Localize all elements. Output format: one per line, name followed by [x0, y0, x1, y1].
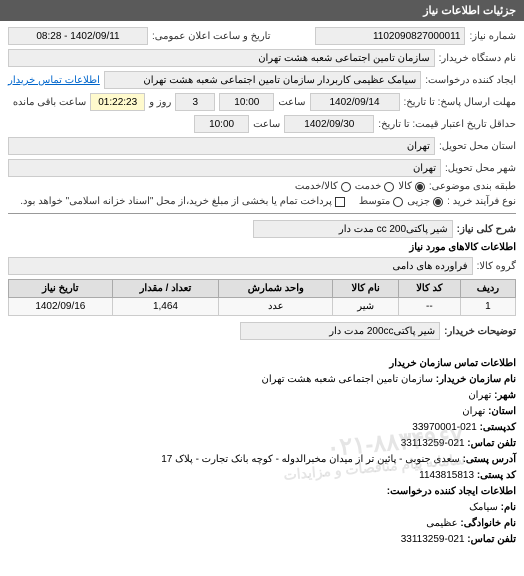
category-label: طبقه بندی موضوعی: — [429, 181, 516, 192]
need-number-input[interactable] — [315, 27, 465, 45]
radio-partial-group[interactable]: جزیی — [407, 196, 443, 207]
org-label: نام سازمان خریدار: — [436, 374, 516, 385]
radio-medium-group[interactable]: متوسط — [359, 196, 403, 207]
remaining-days-input[interactable] — [175, 93, 215, 111]
table-header-row: ردیف کد کالا نام کالا واحد شمارش تعداد /… — [9, 280, 516, 298]
buyer-notes-input[interactable] — [240, 322, 440, 340]
city-value: تهران — [468, 390, 491, 401]
td-name: شیر — [333, 298, 398, 316]
radio-service-label: خدمت — [355, 181, 382, 192]
province-label: استان: — [488, 406, 516, 417]
requester-input[interactable] — [104, 71, 421, 89]
radio-goods-service-group[interactable]: کالا/خدمت — [295, 181, 351, 192]
contact-section: اطلاعات تماس سازمان خریدار نام سازمان خر… — [0, 350, 524, 554]
td-code: -- — [398, 298, 460, 316]
td-row: 1 — [460, 298, 515, 316]
th-row: ردیف — [460, 280, 515, 298]
time-label-1: ساعت — [278, 97, 305, 108]
checkbox-icon — [335, 197, 345, 207]
delivery-province-input[interactable] — [8, 137, 435, 155]
th-unit: واحد شمارش — [219, 280, 333, 298]
province-value: تهران — [462, 406, 485, 417]
phone-label: تلفن تماس: — [467, 438, 516, 449]
surname-label: نام خانوادگی: — [460, 518, 516, 529]
form-area: شماره نیاز: تاریخ و ساعت اعلان عمومی: نا… — [0, 21, 524, 350]
time-label-2: ساعت — [253, 119, 280, 130]
announce-label: تاریخ و ساعت اعلان عمومی: — [152, 31, 271, 42]
address-value: سعدی جنوبی - پائین تر از میدان مخبرالدول… — [161, 454, 460, 465]
contact-section1-title: اطلاعات تماس سازمان خریدار — [8, 356, 516, 372]
surname-value: عظیمی — [426, 518, 457, 529]
buyer-contact-link[interactable]: اطلاعات تماس خریدار — [8, 75, 100, 86]
postcode-label: کد پستی: — [477, 470, 516, 481]
need-number-label: شماره نیاز: — [469, 31, 516, 42]
radio-icon — [415, 182, 425, 192]
desc-input[interactable] — [253, 220, 453, 238]
radio-icon — [384, 182, 394, 192]
phone2-label: تلفن تماس: — [467, 534, 516, 545]
process-label: نوع فرآیند خرید : — [447, 196, 516, 207]
radio-service-group[interactable]: خدمت — [355, 181, 395, 192]
items-section-title: اطلاعات کالاهای مورد نیاز — [8, 242, 516, 253]
city-label: شهر: — [494, 390, 516, 401]
radio-icon — [433, 197, 443, 207]
radio-goods-service-label: کالا/خدمت — [295, 181, 338, 192]
radio-partial-label: جزیی — [407, 196, 430, 207]
group-input[interactable] — [8, 257, 473, 275]
header-title: جزئیات اطلاعات نیاز — [423, 5, 516, 17]
validity-label: حداقل تاریخ اعتبار قیمت: تا تاریخ: — [378, 119, 516, 130]
th-code: کد کالا — [398, 280, 460, 298]
radio-medium-label: متوسط — [359, 196, 390, 207]
td-qty: 1,464 — [112, 298, 219, 316]
postal-value: 021-33970001 — [412, 422, 477, 433]
postcode-value: 1143815813 — [419, 470, 474, 481]
name-label: نام: — [501, 502, 516, 513]
phone2-value: 021-33113259 — [401, 534, 465, 545]
announce-input[interactable] — [8, 27, 148, 45]
validity-time-input[interactable] — [194, 115, 249, 133]
deadline-date-input[interactable] — [310, 93, 400, 111]
deadline-label: مهلت ارسال پاسخ: تا تاریخ: — [404, 97, 516, 108]
header-bar: جزئیات اطلاعات نیاز — [0, 0, 524, 21]
validity-date-input[interactable] — [284, 115, 374, 133]
buyer-notes-label: توضیحات خریدار: — [444, 326, 516, 337]
buyer-org-label: نام دستگاه خریدار: — [439, 53, 516, 64]
td-unit: عدد — [219, 298, 333, 316]
name-value: سیامک — [469, 502, 498, 513]
radio-goods-group[interactable]: کالا — [398, 181, 425, 192]
address-label: آدرس پستی: — [463, 454, 516, 465]
td-date: 1402/09/16 — [9, 298, 113, 316]
requester-label: ایجاد کننده درخواست: — [425, 75, 516, 86]
deadline-time-input[interactable] — [219, 93, 274, 111]
items-table: ردیف کد کالا نام کالا واحد شمارش تعداد /… — [8, 279, 516, 316]
checkbox-group[interactable]: پرداخت تمام یا بخشی از مبلغ خرید،از محل … — [20, 196, 345, 207]
th-date: تاریخ نیاز — [9, 280, 113, 298]
remaining-time-input[interactable] — [90, 93, 145, 111]
checkbox-label: پرداخت تمام یا بخشی از مبلغ خرید،از محل … — [20, 196, 332, 207]
table-row[interactable]: 1 -- شیر عدد 1,464 1402/09/16 — [9, 298, 516, 316]
buyer-org-input[interactable] — [8, 49, 435, 67]
radio-icon — [341, 182, 351, 192]
contact-section2-title: اطلاعات ایجاد کننده درخواست: — [8, 484, 516, 500]
th-name: نام کالا — [333, 280, 398, 298]
delivery-city-input[interactable] — [8, 159, 441, 177]
group-label: گروه کالا: — [477, 261, 516, 272]
org-value: سازمان تامین اجتماعی شعبه هشت تهران — [262, 374, 433, 385]
divider — [8, 213, 516, 214]
desc-label: شرح کلی نیاز: — [457, 224, 516, 235]
th-qty: تعداد / مقدار — [112, 280, 219, 298]
day-label: روز و — [149, 97, 171, 108]
radio-goods-label: کالا — [398, 181, 412, 192]
delivery-city-label: شهر محل تحویل: — [445, 163, 516, 174]
delivery-province-label: استان محل تحویل: — [439, 141, 516, 152]
radio-icon — [393, 197, 403, 207]
postal-label: کدپستی: — [480, 422, 516, 433]
phone-value: 021-33113259 — [401, 438, 465, 449]
remaining-label: ساعت باقی مانده — [13, 97, 86, 108]
